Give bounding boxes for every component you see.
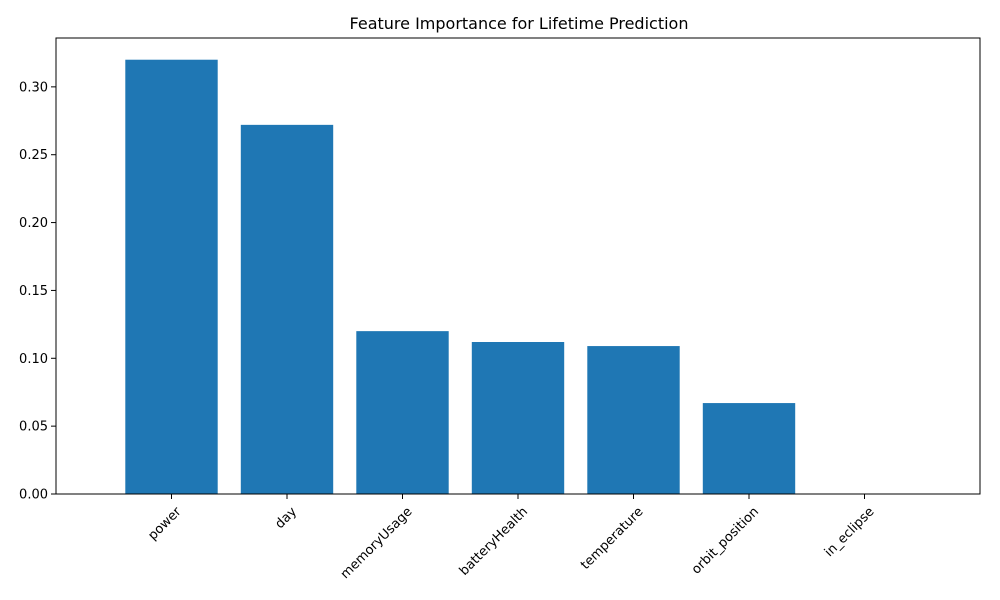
y-tick-label: 0.00	[19, 488, 48, 503]
y-axis: 0.00 0.05 0.10 0.15 0.20 0.25 0.30	[19, 80, 56, 503]
bar-temperature	[587, 346, 680, 494]
x-tick-label-memoryUsage: memoryUsage	[338, 504, 416, 582]
bars-group	[125, 59, 796, 494]
y-tick-label: 0.15	[19, 284, 48, 299]
bar-batteryHealth	[471, 342, 565, 494]
bar-memoryUsage	[356, 331, 449, 494]
plot-frame	[55, 37, 981, 495]
x-tick-label-in_eclipse: in_eclipse	[822, 504, 878, 560]
x-tick-label-power: power	[146, 504, 185, 543]
x-tick-label-orbit_position: orbit_position	[689, 504, 762, 577]
bar-power	[125, 59, 218, 494]
x-axis: power day memoryUsage batteryHealth temperat…	[146, 494, 878, 582]
bar-orbit_position	[702, 403, 796, 494]
chart-title: Feature Importance for Lifetime Predicti…	[350, 14, 689, 33]
x-tick-label-day: day	[273, 504, 301, 532]
x-tick-label-batteryHealth: batteryHealth	[457, 504, 531, 578]
y-tick-label: 0.10	[19, 352, 48, 367]
bar-day	[240, 124, 334, 494]
y-tick-label: 0.25	[19, 148, 48, 163]
y-tick-label: 0.05	[19, 420, 48, 435]
y-tick-label: 0.30	[19, 80, 48, 95]
y-tick-label: 0.20	[19, 216, 48, 231]
x-tick-label-temperature: temperature	[578, 504, 646, 572]
